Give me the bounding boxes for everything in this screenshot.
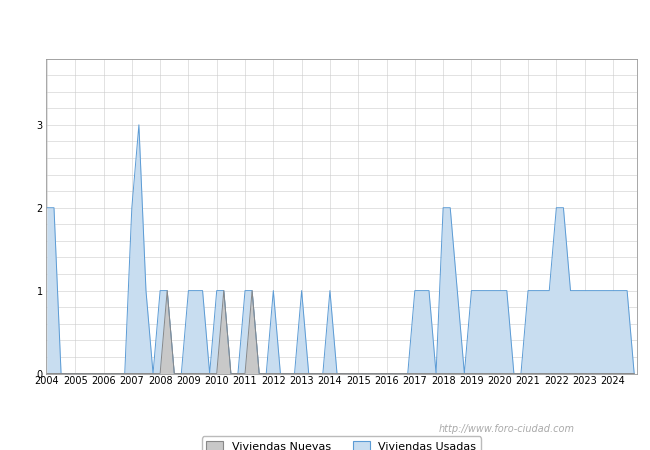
Text: http://www.foro-ciudad.com: http://www.foro-ciudad.com	[439, 424, 575, 434]
Text: Herrín de Campos - Evolucion del Nº de Transacciones Inmobiliarias: Herrín de Campos - Evolucion del Nº de T…	[71, 15, 579, 28]
Legend: Viviendas Nuevas, Viviendas Usadas: Viviendas Nuevas, Viviendas Usadas	[202, 436, 481, 450]
